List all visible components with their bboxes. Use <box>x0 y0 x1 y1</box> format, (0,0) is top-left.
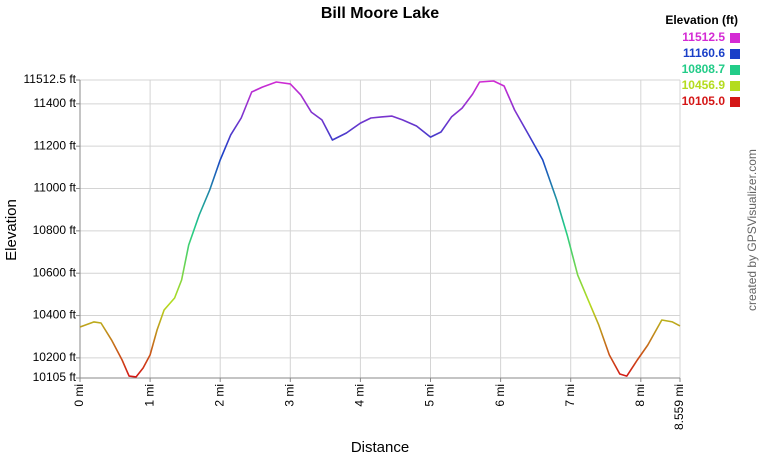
legend-label: 10105.0 <box>682 94 726 108</box>
legend-swatch <box>730 97 740 107</box>
legend-swatch <box>730 33 740 43</box>
legend-swatch <box>730 49 740 59</box>
x-tick-label: 7 mi <box>563 384 577 407</box>
y-tick-label: 11000 ft <box>34 181 77 195</box>
y-tick-label: 11200 ft <box>34 138 77 152</box>
y-tick-label: 10600 ft <box>33 265 77 279</box>
x-tick-label: 6 mi <box>493 384 507 407</box>
legend-label: 11512.5 <box>682 30 725 44</box>
legend-label: 10808.7 <box>682 62 726 76</box>
x-tick-label: 2 mi <box>212 384 226 407</box>
x-tick-label: 3 mi <box>282 384 296 407</box>
x-tick-label: 0 mi <box>72 384 86 407</box>
elevation-line <box>79 80 681 378</box>
legend-swatch <box>730 81 740 91</box>
x-axis-label: Distance <box>351 439 409 456</box>
legend-title: Elevation (ft) <box>665 13 738 27</box>
legend-swatch <box>730 65 740 75</box>
y-axis-label: Elevation <box>3 199 20 261</box>
x-tick-label: 1 mi <box>142 384 156 407</box>
x-tick-label: 5 mi <box>423 384 437 407</box>
y-tick-label: 11400 ft <box>34 96 77 110</box>
legend-label: 11160.6 <box>683 46 725 60</box>
credit: created by GPSVisualizer.com <box>745 149 759 311</box>
x-tick-label: 8 mi <box>633 384 647 407</box>
y-tick-label: 10105 ft <box>33 370 77 384</box>
y-tick-label: 10800 ft <box>33 223 77 237</box>
y-tick-label: 10400 ft <box>33 308 77 322</box>
chart-title: Bill Moore Lake <box>321 5 439 22</box>
y-tick-label: 10200 ft <box>33 350 77 364</box>
legend-label: 10456.9 <box>682 78 726 92</box>
y-tick-label: 11512.5 ft <box>24 72 77 86</box>
x-tick-label: 8.559 mi <box>672 384 686 430</box>
x-tick-label: 4 mi <box>353 384 367 407</box>
